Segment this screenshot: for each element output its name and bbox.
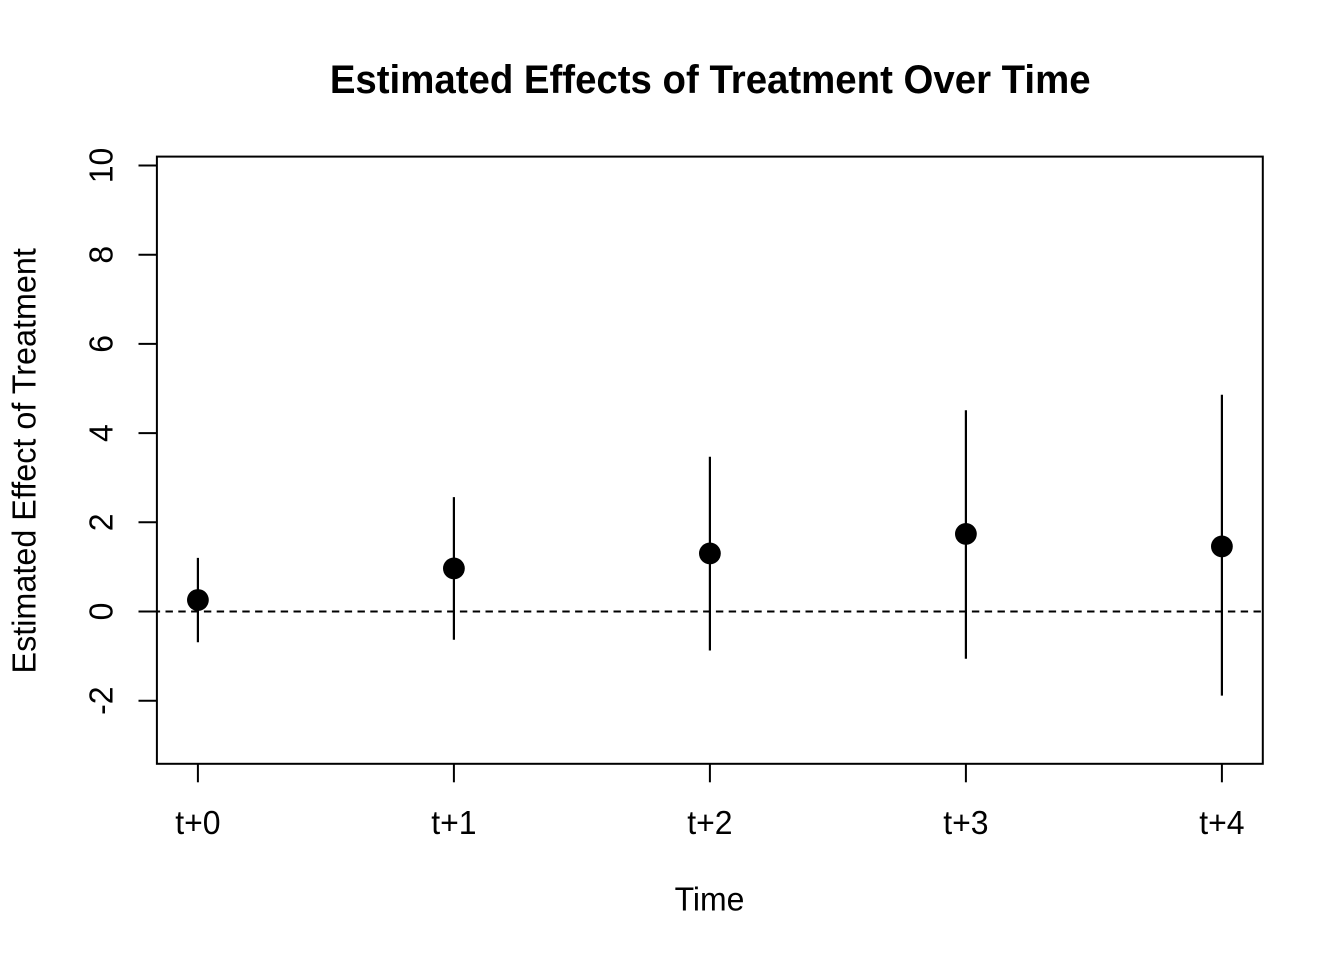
svg-text:t+3: t+3 [943, 804, 988, 842]
svg-text:-2: -2 [82, 686, 120, 714]
svg-text:t+1: t+1 [431, 804, 476, 842]
svg-text:2: 2 [82, 513, 120, 531]
svg-text:t+4: t+4 [1199, 804, 1244, 842]
svg-text:8: 8 [82, 246, 120, 264]
svg-text:10: 10 [82, 148, 120, 184]
svg-text:Estimated Effects of Treatment: Estimated Effects of Treatment Over Time [330, 58, 1091, 102]
svg-text:0: 0 [82, 603, 120, 621]
svg-text:4: 4 [82, 424, 120, 442]
svg-text:Estimated Effect of Treatment: Estimated Effect of Treatment [5, 248, 43, 673]
svg-text:Time: Time [675, 880, 745, 918]
svg-text:t+0: t+0 [175, 804, 220, 842]
svg-text:t+2: t+2 [687, 804, 732, 842]
svg-text:6: 6 [82, 335, 120, 353]
